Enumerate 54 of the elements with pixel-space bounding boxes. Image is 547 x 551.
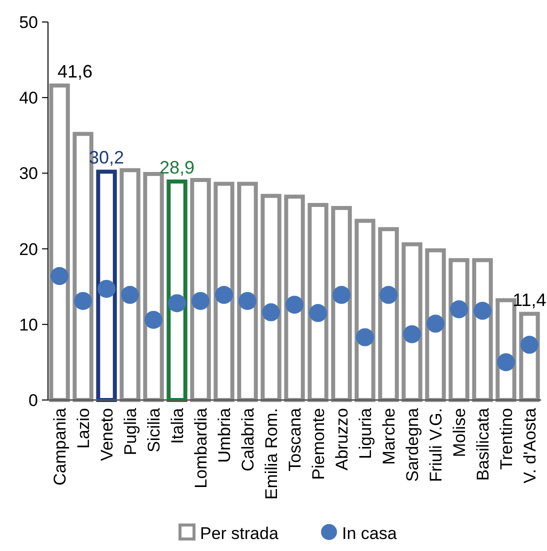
legend-label: In casa [342, 524, 398, 543]
x-tick-label: Sicilia [144, 407, 164, 452]
x-tick-label: Italia [168, 407, 187, 444]
legend-label: Per strada [200, 524, 279, 543]
x-tick-label: Trentino [496, 408, 516, 470]
point [50, 267, 69, 286]
data-label: 11,4 [512, 290, 546, 310]
point [379, 286, 398, 304]
point [144, 310, 163, 329]
x-tick-label: Umbria [214, 407, 234, 463]
point [215, 286, 234, 304]
x-tick-label: Molise [450, 408, 469, 458]
data-label: 30,2 [88, 148, 124, 168]
point [356, 328, 374, 346]
x-tick-label: Calabria [238, 407, 258, 472]
point [402, 325, 421, 344]
x-tick-label: Lazio [74, 408, 93, 449]
point [473, 302, 492, 320]
y-tick-label: 20 [19, 240, 38, 259]
point [238, 292, 257, 310]
point [262, 303, 280, 322]
x-tick-label: Friuli V.G. [426, 408, 446, 482]
point [426, 314, 444, 333]
x-tick-label: V. d'Aosta [520, 407, 540, 484]
x-tick-label: Lombardia [191, 407, 210, 488]
data-label: 28,9 [159, 158, 195, 178]
point [98, 280, 116, 298]
point [121, 286, 140, 304]
x-tick-label: Puglia [120, 407, 140, 456]
x-tick-label: Campania [50, 407, 70, 486]
x-tick-label: Piemonte [308, 408, 328, 480]
point [192, 292, 210, 310]
y-tick-label: 40 [19, 88, 38, 108]
x-tick-label: Abruzzo [332, 408, 352, 470]
point [309, 304, 327, 322]
x-tick-label: Sardegna [402, 407, 422, 482]
point [496, 353, 515, 372]
x-tick-label: Toscana [285, 407, 304, 472]
point [332, 286, 350, 304]
point [74, 292, 92, 310]
point [286, 296, 304, 314]
point [450, 300, 468, 318]
y-tick-label: 50 [19, 12, 38, 32]
x-tick-label: Basilicata [473, 407, 492, 481]
data-label: 41,6 [57, 62, 93, 82]
point [520, 336, 538, 354]
y-tick-label: 0 [28, 390, 38, 410]
point [168, 294, 186, 312]
x-tick-label: Veneto [97, 408, 116, 461]
x-tick-label: Liguria [356, 407, 375, 460]
x-tick-label: Emilia Rom. [262, 408, 281, 500]
y-tick-label: 10 [19, 315, 38, 334]
x-tick-label: Marche [379, 408, 398, 465]
y-tick-label: 30 [19, 164, 38, 184]
